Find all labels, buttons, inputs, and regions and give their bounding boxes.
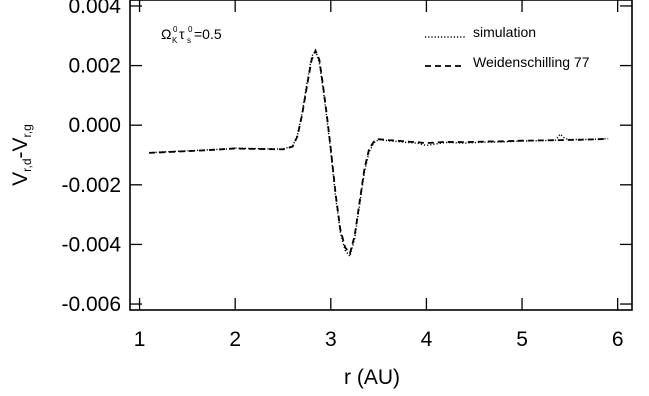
y-tick-label: -0.004 (61, 233, 121, 256)
y-axis-title: Vr,d-Vr,g (9, 124, 34, 186)
y-axis-title-v1: V (9, 172, 32, 186)
ticks: 1 2 3 4 5 6 0.004 0.002 0.000 -0.002 -0.004 -0.006 (61, 0, 632, 351)
x-tick-label: 1 (134, 328, 146, 351)
y-tick-label: -0.002 (61, 174, 121, 197)
plot-frame (129, 0, 633, 311)
x-tick-label: 5 (516, 328, 528, 351)
x-tick-label: 4 (421, 328, 433, 351)
annotation-omega-sup: 0 (173, 25, 178, 34)
x-tick-label: 2 (229, 328, 241, 351)
annotation-omega: Ω (161, 26, 171, 42)
y-tick-label: 0.004 (68, 0, 121, 18)
annotation-tau: τ (179, 26, 185, 42)
annotation-omega-sub: K (172, 36, 178, 45)
y-axis-title-dash: -V (9, 137, 32, 158)
legend: simulation Weidenschilling 77 (425, 24, 590, 70)
series-line-weidenschilling (149, 48, 609, 256)
x-tick-label: 6 (612, 328, 624, 351)
y-tick-label: -0.006 (61, 293, 121, 316)
series-layer (149, 48, 609, 258)
annotation-tau-sub: s (187, 36, 191, 45)
y-axis-title-sub1: r,d (20, 158, 34, 171)
legend-label-simulation: simulation (473, 24, 536, 40)
series-line-simulation (149, 49, 609, 258)
legend-label-weidenschilling: Weidenschilling 77 (473, 54, 590, 70)
x-tick-label: 3 (325, 328, 337, 351)
x-axis-title: r (AU) (344, 366, 400, 389)
annotation: Ω K 0 τ s 0 =0.5 (161, 25, 222, 45)
y-tick-label: 0.000 (68, 114, 121, 137)
annotation-tau-sup: 0 (188, 25, 193, 34)
y-axis-title-sub2: r,g (20, 124, 34, 137)
annotation-value: =0.5 (194, 26, 222, 42)
y-tick-label: 0.002 (68, 55, 121, 78)
